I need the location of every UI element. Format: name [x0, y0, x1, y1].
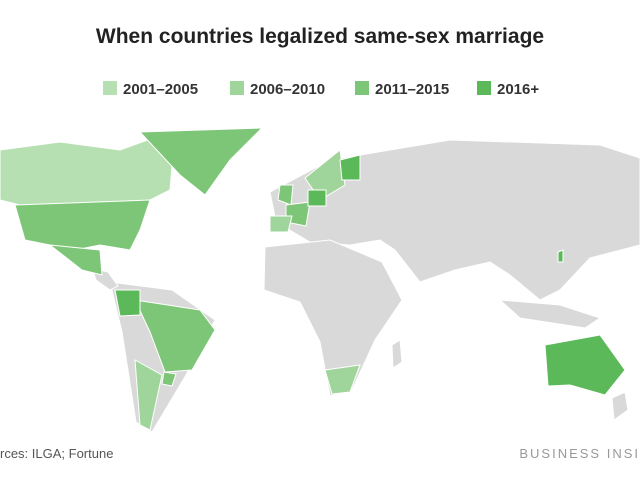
new-zealand	[611, 391, 629, 421]
australia	[544, 334, 626, 396]
legend-label: 2006–2010	[250, 81, 325, 98]
legend-label: 2011–2015	[375, 81, 449, 98]
colombia	[114, 289, 141, 317]
legend-label: 2001–2005	[123, 81, 198, 98]
united-states	[14, 199, 151, 251]
legend-swatch	[355, 81, 369, 95]
indonesia	[498, 299, 602, 329]
source: rces: ILGA; Fortune	[0, 446, 113, 461]
canada	[0, 129, 176, 206]
mexico	[48, 244, 103, 276]
africa	[263, 239, 403, 397]
greenland	[138, 127, 264, 196]
south-africa	[324, 364, 361, 395]
legend-label: 2016+	[497, 81, 539, 98]
spain	[269, 215, 293, 233]
title: When countries legalized same-sex marria…	[96, 25, 544, 48]
legend-swatch	[103, 81, 117, 95]
legend: 2001–2005 2006–2010 2011–2015 2016+	[103, 81, 539, 98]
uruguay	[161, 371, 177, 387]
world-map	[0, 127, 640, 433]
madagascar	[391, 339, 403, 369]
argentina	[134, 359, 163, 431]
brazil	[134, 299, 216, 373]
brand: BUSINESS INSI	[519, 446, 640, 461]
germany	[307, 189, 327, 207]
legend-swatch	[477, 81, 491, 95]
taiwan	[557, 249, 564, 263]
finland	[339, 154, 361, 181]
legend-swatch	[230, 81, 244, 95]
eurasia	[269, 139, 640, 301]
